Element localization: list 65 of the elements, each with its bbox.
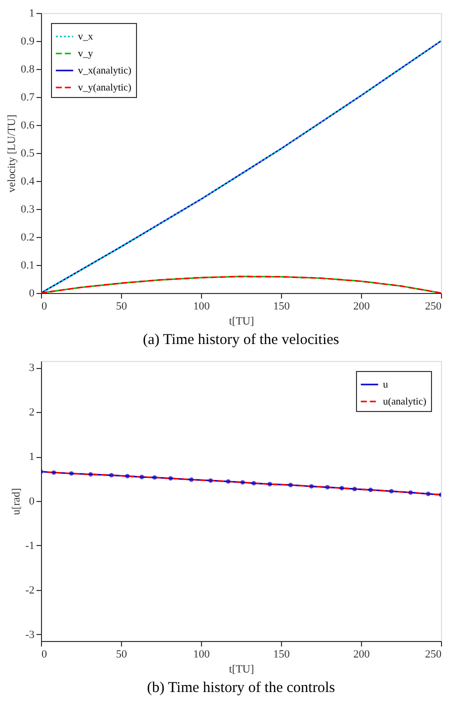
- y-tick-label: 0: [29, 288, 35, 300]
- x-tick-label: 100: [193, 300, 210, 312]
- point: [152, 475, 157, 480]
- point: [325, 484, 330, 490]
- x-tick-label: 250: [425, 648, 442, 660]
- x-tick-label: 0: [42, 648, 48, 660]
- x-axis-title: t[TU]: [228, 664, 254, 676]
- y-tick-label: 0.1: [20, 260, 34, 272]
- y-tick-label: 0.4: [20, 176, 35, 188]
- y-tick-label: 0.2: [20, 232, 34, 244]
- legend-label: v_y(analytic): [78, 82, 132, 94]
- legend-label: v_x: [78, 32, 93, 42]
- y-tick-label: -2: [25, 584, 34, 596]
- y-tick-label: 0.9: [20, 36, 35, 48]
- y-tick-label: 3: [29, 362, 35, 374]
- x-tick-label: 50: [116, 300, 128, 312]
- y-tick-label: -1: [25, 540, 34, 552]
- y-tick-label: 0.5: [20, 148, 35, 160]
- legend-label: u(analytic): [383, 396, 426, 408]
- point: [226, 479, 230, 484]
- y-tick-label: 0: [29, 496, 35, 508]
- y-tick-label: 0.6: [20, 120, 35, 132]
- point: [240, 480, 245, 485]
- y-tick-label: 2: [29, 406, 34, 419]
- y-tick-label: 0.8: [20, 64, 35, 76]
- point: [109, 472, 114, 478]
- point: [268, 482, 272, 486]
- legend-label: v_x(analytic): [78, 66, 132, 76]
- y-tick-label: 1: [29, 8, 34, 20]
- point: [52, 470, 56, 475]
- x-tick-label: 50: [116, 648, 128, 660]
- point: [368, 488, 373, 492]
- x-tick-label: 250: [425, 300, 442, 312]
- x-tick-label: 150: [273, 300, 290, 312]
- point: [69, 471, 74, 476]
- point: [168, 476, 173, 481]
- y-axis-title: velocity [LU/TU]: [6, 114, 18, 192]
- point: [189, 477, 194, 482]
- point: [208, 478, 213, 483]
- x-tick-label: 0: [42, 300, 48, 312]
- x-tick-label: 150: [273, 648, 290, 660]
- point: [88, 472, 93, 477]
- point: [140, 474, 144, 480]
- x-tick-label: 100: [193, 648, 210, 660]
- x-axis-title: t[TU]: [228, 316, 254, 328]
- point: [352, 486, 357, 492]
- point: [340, 486, 344, 490]
- point: [426, 492, 430, 496]
- point: [389, 488, 394, 494]
- text: (b) Time history of the controls: [147, 680, 336, 696]
- y-tick-label: 0.3: [20, 204, 35, 216]
- legend-label: v_y: [78, 48, 93, 60]
- point: [252, 480, 256, 486]
- point: [309, 484, 314, 489]
- y-axis-title: u[rad]: [10, 488, 22, 515]
- point: [125, 474, 130, 478]
- x-tick-label: 200: [353, 648, 370, 660]
- x-tick-label: 200: [353, 300, 370, 312]
- point: [408, 490, 413, 495]
- y-tick-label: 0.7: [20, 92, 35, 104]
- legend-label: u: [383, 380, 388, 390]
- point: [288, 482, 293, 488]
- y-tick-label: 1: [29, 451, 34, 464]
- text: (a) Time history of the velocities: [142, 332, 340, 348]
- y-tick-label: -3: [25, 628, 35, 641]
